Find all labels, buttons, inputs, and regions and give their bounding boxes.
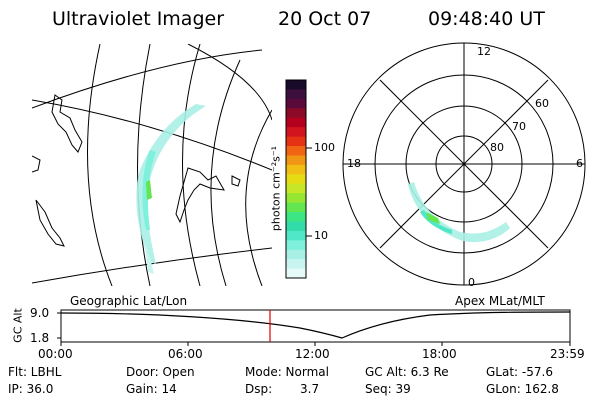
coastline (51, 94, 83, 153)
mlat-label-80: 80 (490, 141, 504, 154)
colorbar-segment (286, 240, 306, 251)
colorbar-segment (286, 193, 306, 204)
coastline (231, 175, 241, 187)
colorbar-tick-label: 100 (314, 141, 335, 154)
colorbar-segment (286, 249, 306, 260)
info-seq: Seq: 39 (365, 382, 411, 396)
aurora-geographic (136, 104, 206, 274)
colorbar-segment (286, 136, 306, 147)
geographic-panel-label: Geographic Lat/Lon (70, 294, 188, 308)
longitude-line (210, 59, 241, 286)
longitude-line (245, 109, 272, 286)
info-dsp-label: Dsp: (245, 382, 273, 396)
altitude-curve (60, 311, 571, 339)
coastline (32, 155, 41, 173)
info-glon: GLon: 162.8 (486, 382, 559, 396)
mlt-label-12: 12 (477, 45, 491, 58)
info-dsp-value: 3.7 (300, 382, 320, 396)
mlt-label-0: 0 (468, 276, 475, 289)
info-ip: IP: 36.0 (8, 382, 54, 396)
info-gc-alt: GC Alt: 6.3 Re (365, 365, 449, 379)
polar-panel-label: Apex MLat/MLT (455, 294, 545, 308)
timeline-ytick: 1.8 (30, 331, 50, 345)
mlat-label-70: 70 (512, 120, 526, 133)
latitude-line (32, 49, 263, 109)
time-label: 09:48:40 UT (428, 8, 545, 30)
timeline-xtick: 00:00 (38, 347, 73, 361)
instrument-title: Ultraviolet Imager (52, 8, 225, 30)
colorbar-segment (286, 183, 306, 194)
mlt-label-6: 6 (576, 157, 583, 170)
coastline (35, 199, 65, 247)
mlat-label-60: 60 (535, 97, 549, 110)
polar-plot (342, 42, 586, 286)
colorbar-segment (286, 117, 306, 128)
longitude-line (137, 44, 151, 286)
timeline-ylabel: GC Alt (11, 308, 25, 343)
colorbar-frame (285, 79, 307, 279)
colorbar-segment (286, 146, 306, 156)
timeline-ytick: 9.0 (30, 306, 50, 320)
colorbar-segment (286, 268, 306, 279)
colorbar-segment (286, 98, 306, 109)
timeline-xtick: 18:00 (422, 347, 457, 361)
timeline-xtick: 12:00 (295, 347, 330, 361)
mlt-label-18: 18 (347, 157, 361, 170)
colorbar-segment (286, 80, 306, 90)
info-mode: Mode: Normal (245, 365, 329, 379)
coastline (175, 167, 225, 224)
colorbar (286, 80, 306, 279)
colorbar-segment (286, 108, 306, 119)
colorbar-segment (286, 259, 306, 270)
altitude-timeline (57, 309, 571, 346)
longitude-line (87, 44, 113, 286)
colorbar-segment (286, 174, 306, 185)
info-door: Door: Open (126, 365, 195, 379)
colorbar-segment (286, 164, 306, 175)
timeline-xtick: 06:00 (168, 347, 203, 361)
longitude-line (187, 44, 272, 121)
colorbar-segment (286, 127, 306, 138)
colorbar-segment (286, 212, 306, 222)
info-gain: Gain: 14 (126, 382, 177, 396)
info-filter: Flt: LBHL (8, 365, 62, 379)
timeline-xtick: 23:59 (550, 347, 585, 361)
info-glat: GLat: -57.6 (486, 365, 553, 379)
colorbar-tick-label: 10 (314, 229, 328, 242)
colorbar-segment (286, 230, 306, 241)
colorbar-segment (286, 202, 306, 213)
colorbar-segment (286, 221, 306, 232)
colorbar-unit-label: photon cm⁻²s⁻¹ (269, 145, 283, 232)
geographic-map (32, 44, 272, 286)
aurora-polar (408, 182, 510, 243)
date-label: 20 Oct 07 (278, 8, 372, 30)
longitude-line (182, 44, 201, 286)
colorbar-segment (286, 155, 306, 166)
colorbar-segment (286, 89, 306, 100)
